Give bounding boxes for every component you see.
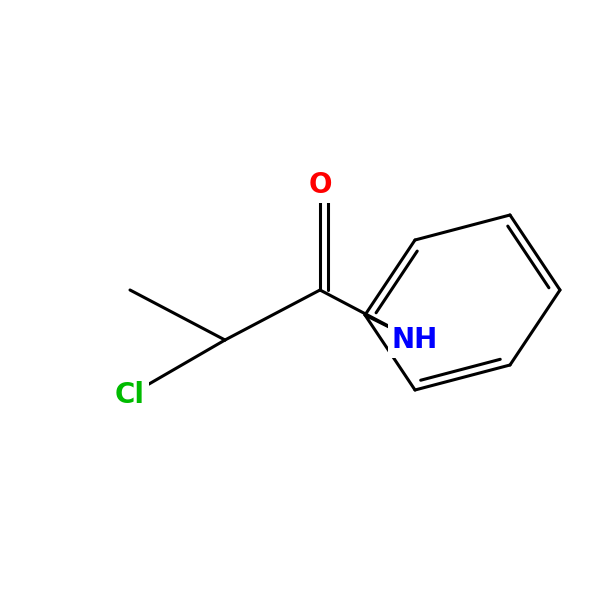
Text: O: O	[308, 171, 332, 199]
Text: NH: NH	[392, 326, 438, 354]
Text: Cl: Cl	[115, 381, 145, 409]
